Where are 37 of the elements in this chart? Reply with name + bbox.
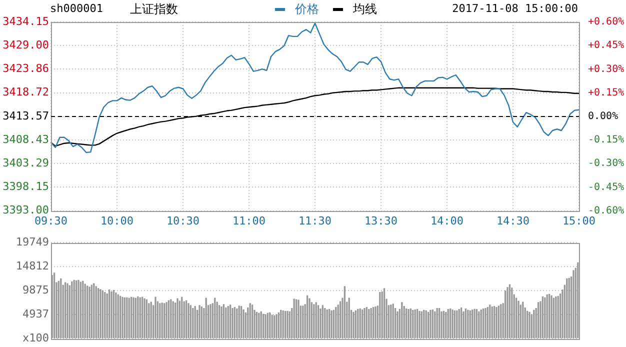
y-tick-label: 3398.15 — [2, 180, 49, 194]
y-tick-label: 3429.00 — [2, 38, 49, 52]
y2-tick-label: 0.00% — [588, 110, 618, 122]
x-tick-label: 14:00 — [430, 214, 464, 228]
x-tick-label: 10:30 — [166, 214, 200, 228]
text: sh000001 — [50, 2, 103, 15]
y-tick-label: 3418.72 — [2, 86, 49, 99]
y-tick-label: 3403.29 — [2, 156, 49, 170]
text: 2017-11-08 15:00:00 — [452, 2, 578, 15]
y2-tick-label: -0.45% — [588, 182, 624, 193]
y-tick-label: 3413.57 — [2, 109, 49, 122]
y2-tick-label: +0.15% — [588, 87, 624, 98]
y2-tick-label: +0.30% — [588, 64, 624, 75]
legend-label: 价格 — [295, 2, 319, 16]
x-tick-label: 14:30 — [496, 214, 530, 228]
y-tick-label: 3393.00 — [2, 204, 49, 217]
chart-title: 上证指数 — [130, 1, 178, 18]
y-tick-label: 3408.43 — [2, 132, 49, 146]
legend-label: 均线 — [353, 2, 377, 16]
y-tick-label: 3434.15 — [2, 14, 49, 28]
y2-tick-label: -0.15% — [588, 134, 624, 146]
y-tick-label: x100 — [22, 331, 49, 344]
x-tick-label: 09:30 — [34, 214, 68, 228]
y-tick-label: 3423.86 — [2, 62, 49, 76]
x-tick-label: 11:30 — [298, 214, 332, 228]
x-tick-label: 10:00 — [100, 214, 134, 228]
y-tick-label: 14812 — [16, 259, 49, 272]
y2-tick-label: +0.45% — [588, 40, 624, 52]
y2-tick-label: +0.60% — [588, 16, 624, 28]
x-tick-label: 13:30 — [364, 214, 398, 228]
y-tick-label: 19749 — [16, 235, 49, 248]
x-tick-label: 11:00 — [232, 214, 266, 228]
y-tick-label: 4937 — [22, 307, 49, 320]
y2-tick-label: -0.60% — [588, 205, 624, 216]
y2-tick-label: -0.30% — [588, 158, 624, 170]
x-tick-label: 15:00 — [562, 214, 596, 228]
y-tick-label: 9875 — [22, 283, 49, 296]
